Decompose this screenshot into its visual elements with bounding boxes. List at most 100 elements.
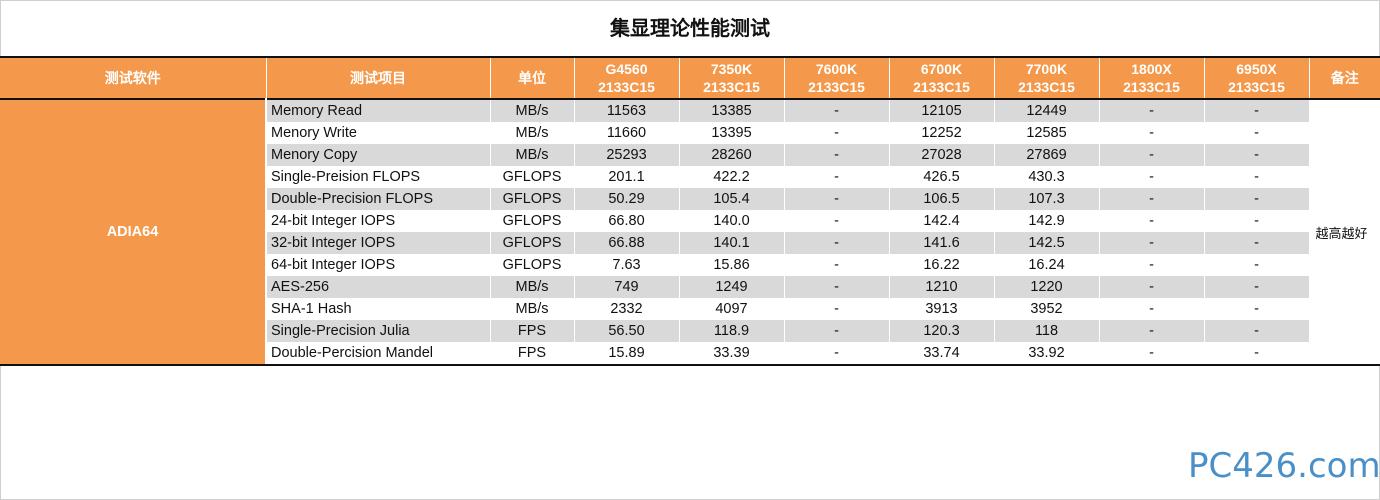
value-cell: 28260 — [679, 144, 785, 166]
value-cell: - — [1099, 210, 1205, 232]
header-note: 备注 — [1309, 58, 1380, 99]
value-cell: 56.50 — [574, 320, 680, 342]
value-cell: 50.29 — [574, 188, 680, 210]
value-cell: 11660 — [574, 122, 680, 144]
bottom-rule — [0, 364, 1380, 366]
value-cell: 105.4 — [679, 188, 785, 210]
unit-cell: GFLOPS — [490, 254, 575, 276]
table-row: Single-Precision Julia FPS 56.50 118.9-120.… — [0, 320, 1380, 342]
value-cell: - — [1204, 342, 1310, 364]
header-cpu-7600k: 7600K 2133C15 — [784, 58, 890, 99]
header-cpu-6950x: 6950X 2133C15 — [1204, 58, 1310, 99]
item-cell: Menory Write — [266, 122, 491, 144]
cpu-memory: 2133C15 — [808, 79, 865, 95]
value-cell: 7.63 — [574, 254, 680, 276]
header-item: 测试项目 — [266, 58, 491, 99]
benchmark-table: 测试软件 测试项目 单位 G4560 2133C15 7350K 2133C15 7… — [0, 58, 1380, 364]
site-logo: PC426.com — [1188, 446, 1380, 486]
value-cell: - — [1099, 254, 1205, 276]
top-rule — [0, 56, 1380, 58]
value-cell: 142.5 — [994, 232, 1100, 254]
item-cell: SHA-1 Hash — [266, 298, 491, 320]
table-row: Single-Preision FLOPS GFLOPS 201.1 422.2-42… — [0, 166, 1380, 188]
header-cpu-7700k: 7700K 2133C15 — [994, 58, 1100, 99]
cpu-name: G4560 — [605, 61, 648, 77]
item-cell: Double-Precision FLOPS — [266, 188, 491, 210]
cpu-name: 7600K — [815, 61, 858, 77]
value-cell: 142.4 — [889, 210, 995, 232]
value-cell: 12105 — [889, 98, 995, 122]
value-cell: - — [784, 210, 890, 232]
header-cpu-7350k: 7350K 2133C15 — [679, 58, 785, 99]
value-cell: 422.2 — [679, 166, 785, 188]
unit-cell: FPS — [490, 342, 575, 364]
cpu-memory: 2133C15 — [1123, 79, 1180, 95]
table-row: 64-bit Integer IOPS GFLOPS 7.63 15.86-16.22… — [0, 254, 1380, 276]
value-cell: - — [1099, 144, 1205, 166]
value-cell: 11563 — [574, 98, 680, 122]
value-cell: 15.89 — [574, 342, 680, 364]
header-row: 测试软件 测试项目 单位 G4560 2133C15 7350K 2133C15 7… — [0, 58, 1380, 99]
cpu-memory: 2133C15 — [1018, 79, 1075, 95]
value-cell: 27869 — [994, 144, 1100, 166]
value-cell: 25293 — [574, 144, 680, 166]
value-cell: 3913 — [889, 298, 995, 320]
cpu-name: 6700K — [920, 61, 963, 77]
value-cell: 1249 — [679, 276, 785, 298]
value-cell: - — [784, 188, 890, 210]
software-cell: ADIA64 — [0, 98, 267, 364]
value-cell: 201.1 — [574, 166, 680, 188]
cpu-name: 1800X — [1131, 61, 1172, 77]
item-cell: 24-bit Integer IOPS — [266, 210, 491, 232]
value-cell: 13395 — [679, 122, 785, 144]
value-cell: - — [784, 342, 890, 364]
unit-cell: MB/s — [490, 122, 575, 144]
value-cell: 15.86 — [679, 254, 785, 276]
value-cell: 4097 — [679, 298, 785, 320]
unit-cell: MB/s — [490, 98, 575, 122]
value-cell: 142.9 — [994, 210, 1100, 232]
item-cell: Single-Preision FLOPS — [266, 166, 491, 188]
cpu-name: 7350K — [710, 61, 753, 77]
value-cell: 118.9 — [679, 320, 785, 342]
cpu-memory: 2133C15 — [703, 79, 760, 95]
value-cell: - — [1204, 188, 1310, 210]
header-cpu-6700k: 6700K 2133C15 — [889, 58, 995, 99]
value-cell: 33.74 — [889, 342, 995, 364]
cpu-memory: 2133C15 — [1228, 79, 1285, 95]
table-row: SHA-1 Hash MB/s 2332 4097-3913 3952- - — [0, 298, 1380, 320]
value-cell: 141.6 — [889, 232, 995, 254]
note-cell: 越高越好 — [1309, 98, 1380, 364]
unit-cell: MB/s — [490, 298, 575, 320]
value-cell: - — [1204, 166, 1310, 188]
value-cell: 106.5 — [889, 188, 995, 210]
item-cell: Double-Percision Mandel — [266, 342, 491, 364]
header-cpu-g4560: G4560 2133C15 — [574, 58, 680, 99]
value-cell: 1220 — [994, 276, 1100, 298]
unit-cell: GFLOPS — [490, 210, 575, 232]
value-cell: 12449 — [994, 98, 1100, 122]
value-cell: - — [1204, 98, 1310, 122]
value-cell: - — [784, 232, 890, 254]
table-row: 24-bit Integer IOPS GFLOPS 66.80 140.0-142.… — [0, 210, 1380, 232]
item-cell: Single-Precision Julia — [266, 320, 491, 342]
value-cell: - — [784, 144, 890, 166]
value-cell: - — [1099, 232, 1205, 254]
value-cell: 426.5 — [889, 166, 995, 188]
value-cell: - — [1204, 122, 1310, 144]
value-cell: 12585 — [994, 122, 1100, 144]
value-cell: - — [1204, 298, 1310, 320]
value-cell: - — [1204, 254, 1310, 276]
value-cell: - — [1099, 342, 1205, 364]
value-cell: 13385 — [679, 98, 785, 122]
value-cell: - — [1204, 210, 1310, 232]
value-cell: 2332 — [574, 298, 680, 320]
header-software: 测试软件 — [0, 58, 267, 99]
item-cell: 32-bit Integer IOPS — [266, 232, 491, 254]
value-cell: - — [1099, 276, 1205, 298]
table-body: ADIA64 Memory Read MB/s 11563 13385-12105 124… — [0, 98, 1380, 364]
table-row: Menory Write MB/s 11660 13395-12252 12585- - — [0, 122, 1380, 144]
value-cell: 140.1 — [679, 232, 785, 254]
value-cell: - — [784, 320, 890, 342]
value-cell: 27028 — [889, 144, 995, 166]
